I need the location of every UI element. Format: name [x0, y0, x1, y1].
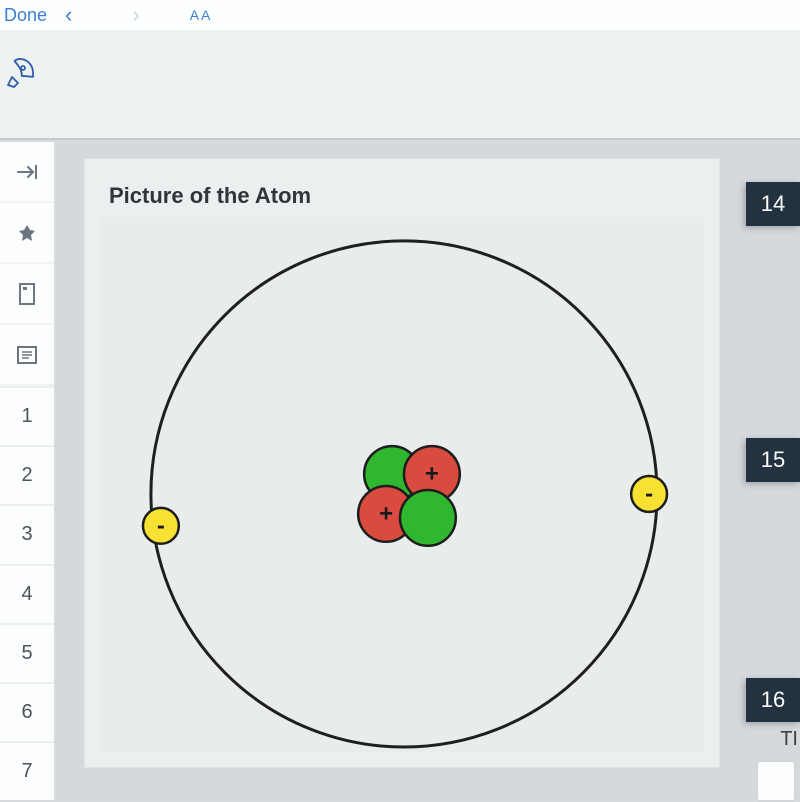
pin-icon[interactable] [0, 203, 54, 264]
atom-diagram: + + - - [99, 217, 705, 753]
neutron-3 [400, 490, 456, 546]
atom-card: Picture of the Atom + + - - [84, 158, 720, 768]
sidebar-page-4[interactable]: 4 [0, 564, 54, 623]
particle-label: + [379, 500, 393, 527]
question-panel: 14 15 16 TI [736, 158, 800, 800]
card-title: Picture of the Atom [109, 183, 311, 209]
atom-svg: + + - - [99, 217, 705, 753]
ti-label: TI [780, 728, 798, 751]
sidebar-page-5[interactable]: 5 [0, 623, 54, 682]
toolbar [0, 30, 800, 140]
done-link[interactable]: Done [4, 5, 47, 26]
answer-input[interactable] [756, 760, 796, 802]
sidebar-page-7[interactable]: 7 [0, 741, 54, 800]
left-sidebar: 1234567 [0, 142, 56, 800]
particle-label: - [157, 512, 165, 539]
sidebar-page-6[interactable]: 6 [0, 682, 54, 741]
rocket-icon[interactable] [4, 55, 44, 95]
text-size-icon[interactable]: AA [190, 7, 213, 23]
particle-label: - [645, 480, 653, 507]
collapse-icon[interactable] [0, 142, 54, 203]
question-badge-16[interactable]: 16 [746, 678, 800, 722]
question-badge-15[interactable]: 15 [746, 438, 800, 482]
browser-top-bar: Done ‹ › AA [0, 0, 800, 30]
forward-chevron-icon: › [132, 2, 139, 28]
page-icon[interactable] [0, 264, 54, 325]
back-chevron-icon[interactable]: ‹ [65, 2, 72, 28]
particle-label: + [425, 461, 439, 488]
list-icon[interactable] [0, 325, 54, 386]
question-badge-14[interactable]: 14 [746, 182, 800, 226]
sidebar-page-2[interactable]: 2 [0, 445, 54, 504]
sidebar-page-3[interactable]: 3 [0, 504, 54, 563]
content-area: Picture of the Atom + + - - 14 15 16 TI [56, 142, 800, 800]
sidebar-page-1[interactable]: 1 [0, 386, 54, 445]
